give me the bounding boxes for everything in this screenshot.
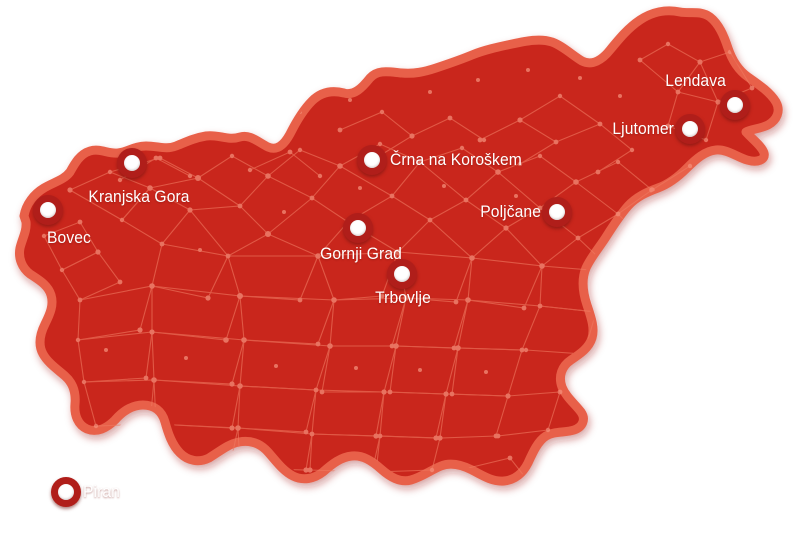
city-marker-bovec[interactable] bbox=[33, 195, 63, 225]
map-pin-icon bbox=[364, 152, 380, 168]
city-label-trbovlje: Trbovlje bbox=[375, 288, 431, 307]
city-marker-lendava[interactable] bbox=[720, 90, 750, 120]
map-pin-icon bbox=[350, 220, 366, 236]
city-marker-ljutomer[interactable] bbox=[675, 114, 705, 144]
city-marker-poljcane[interactable] bbox=[542, 197, 572, 227]
city-label-poljcane: Poljčane bbox=[480, 202, 541, 221]
city-label-bovec: Bovec bbox=[47, 228, 91, 247]
map-pin-icon bbox=[682, 121, 698, 137]
map-pin-icon bbox=[549, 204, 565, 220]
city-label-piran: Piran bbox=[83, 482, 120, 501]
city-label-ljutomer: Ljutomer bbox=[612, 119, 674, 138]
city-label-lendava: Lendava bbox=[665, 71, 726, 90]
city-marker-crna-na-koroskem[interactable] bbox=[357, 145, 387, 175]
city-label-gornji-grad: Gornji Grad bbox=[320, 244, 402, 263]
city-label-kranjska-gora: Kranjska Gora bbox=[88, 187, 190, 206]
city-marker-piran[interactable] bbox=[51, 477, 81, 507]
city-marker-gornji-grad[interactable] bbox=[343, 213, 373, 243]
city-label-crna-na-koroskem: Črna na Koroškem bbox=[390, 150, 522, 169]
network-overlay bbox=[41, 41, 755, 482]
map-pin-icon bbox=[727, 97, 743, 113]
map-pin-icon bbox=[394, 266, 410, 282]
map-pin-icon bbox=[124, 155, 140, 171]
city-marker-kranjska-gora[interactable] bbox=[117, 148, 147, 178]
map-pin-icon bbox=[58, 484, 74, 500]
city-marker-trbovlje[interactable] bbox=[387, 259, 417, 289]
map-pin-icon bbox=[40, 202, 56, 218]
